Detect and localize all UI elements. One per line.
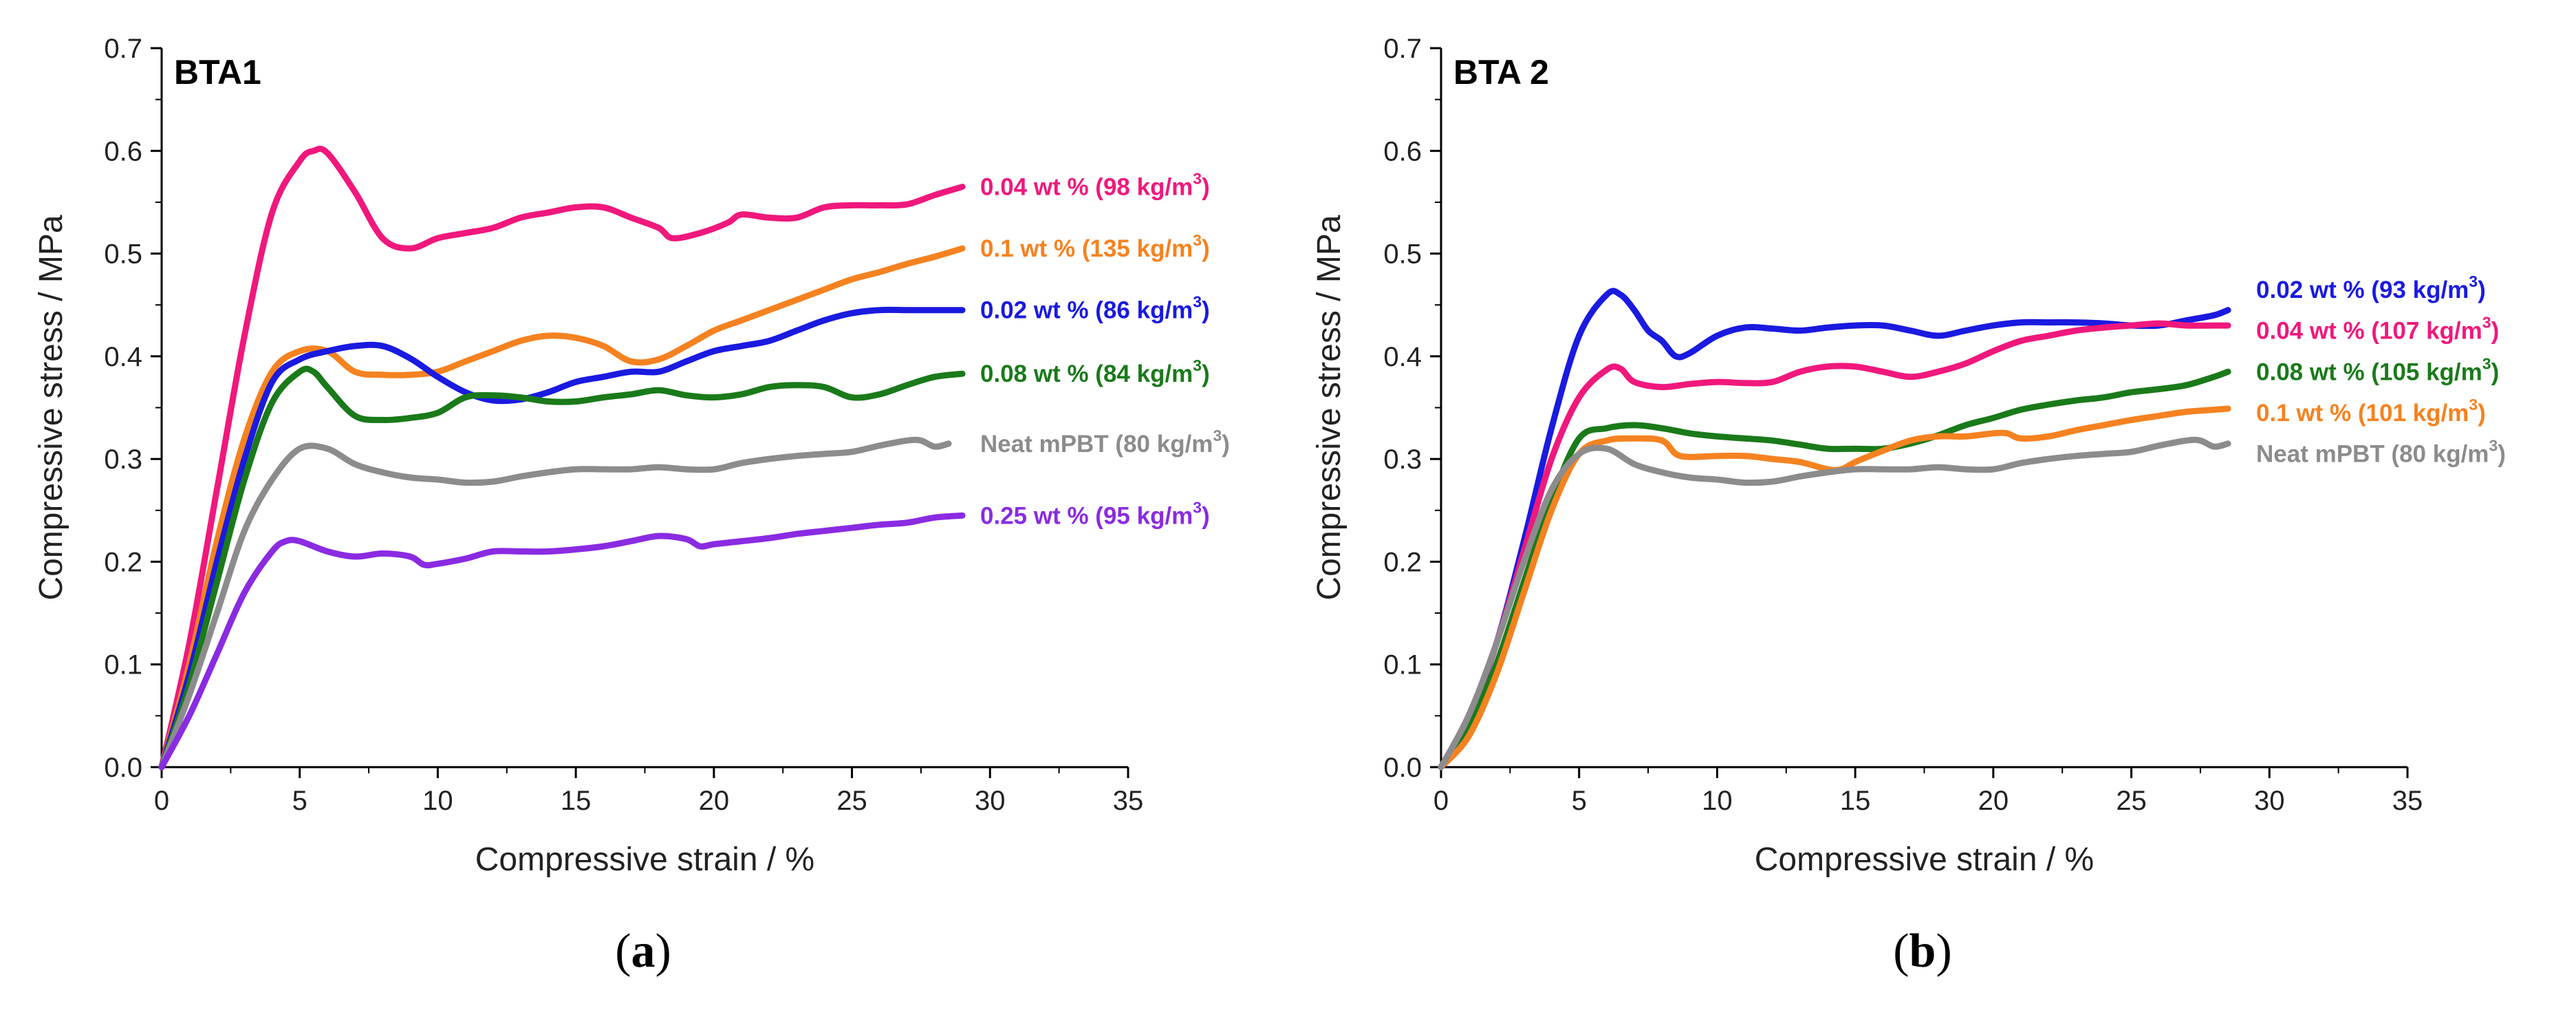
series-line [1438, 288, 2231, 771]
x-tick-label: 35 [1113, 786, 1144, 816]
y-tick-label: 0.3 [1383, 444, 1422, 475]
x-tick-label: 35 [2392, 786, 2423, 816]
x-axis-label: Compressive strain / % [475, 841, 814, 878]
x-tick-label: 30 [975, 786, 1006, 816]
y-tick-label: 0.3 [104, 444, 142, 475]
x-tick-label: 30 [2254, 786, 2285, 816]
series-line [158, 512, 966, 771]
y-tick-label: 0.2 [1383, 547, 1422, 577]
panel-title: BTA 2 [1453, 53, 1549, 92]
series-label: 0.1 wt % (101 kg/m3) [2256, 396, 2486, 427]
y-tick-label: 0.2 [104, 547, 142, 577]
series-line [158, 365, 966, 771]
y-axis-label: Compressive stress / MPa [1311, 215, 1347, 600]
series-label: 0.04 wt % (107 kg/m3) [2256, 314, 2499, 345]
panel-title: BTA1 [174, 53, 261, 92]
y-tick-label: 0.6 [104, 136, 142, 166]
series-line [1438, 320, 2231, 771]
series-label: 0.08 wt % (105 kg/m3) [2256, 354, 2499, 385]
chart-panel-b: 0 5 10 15 20 25 30 35 0.0 0.1 0.2 0.3 0.4 0.5 0.6 0.7 Co… [1311, 34, 2506, 978]
x-axis-label: Compressive strain / % [1755, 841, 2094, 878]
series-label: 0.02 wt % (93 kg/m3) [2256, 272, 2486, 303]
series-line [158, 245, 966, 771]
y-tick-label: 0.7 [104, 34, 142, 64]
x-tick-label: 10 [422, 786, 453, 816]
y-tick-label: 0.0 [1383, 753, 1422, 783]
x-tick-label: 20 [1978, 786, 2009, 816]
x-tick-label: 15 [1840, 786, 1871, 816]
x-tick-label: 25 [2116, 786, 2147, 816]
subfigure-caption: (b) [1893, 925, 1952, 978]
x-tick-label: 10 [1702, 786, 1733, 816]
x-tick-label: 5 [1572, 786, 1587, 816]
series-label: 0.1 wt % (135 kg/m3) [980, 231, 1210, 262]
x-tick-label: 0 [154, 786, 169, 816]
x-tick-label: 0 [1433, 786, 1449, 816]
y-tick-label: 0.1 [1383, 650, 1422, 680]
y-tick-label: 0.4 [104, 342, 142, 372]
series-label: Neat mPBT (80 kg/m3) [980, 427, 1230, 458]
series-line [158, 306, 966, 771]
x-tick-label: 20 [699, 786, 730, 816]
x-tick-label: 5 [292, 786, 307, 816]
series-label: 0.08 wt % (84 kg/m3) [980, 356, 1210, 387]
series-line [158, 436, 952, 771]
x-tick-label: 15 [561, 786, 592, 816]
y-tick-label: 0.4 [1383, 342, 1422, 372]
y-tick-label: 0.7 [1383, 34, 1422, 64]
y-tick-label: 0.6 [1383, 136, 1422, 166]
y-tick-label: 0.5 [1383, 239, 1422, 270]
y-axis-label: Compressive stress / MPa [33, 215, 69, 600]
subfigure-caption: (a) [615, 925, 671, 978]
series-line [1438, 436, 2231, 771]
y-tick-label: 0.0 [104, 753, 142, 783]
chart-panel-a: 0 5 10 15 20 25 30 35 0.0 0.1 0.2 0.3 0.4 0.5 0.6 0.7 Co… [33, 34, 1230, 978]
x-tick-label: 25 [836, 786, 867, 816]
series-line [158, 145, 966, 771]
series-line [1438, 368, 2231, 771]
series-label: 0.04 wt % (98 kg/m3) [980, 170, 1210, 201]
series-label: 0.25 wt % (95 kg/m3) [980, 498, 1210, 529]
series-label: Neat mPBT (80 kg/m3) [2256, 437, 2506, 468]
series-label: 0.02 wt % (86 kg/m3) [980, 293, 1210, 324]
y-tick-label: 0.5 [104, 239, 142, 270]
y-tick-label: 0.1 [104, 650, 142, 680]
